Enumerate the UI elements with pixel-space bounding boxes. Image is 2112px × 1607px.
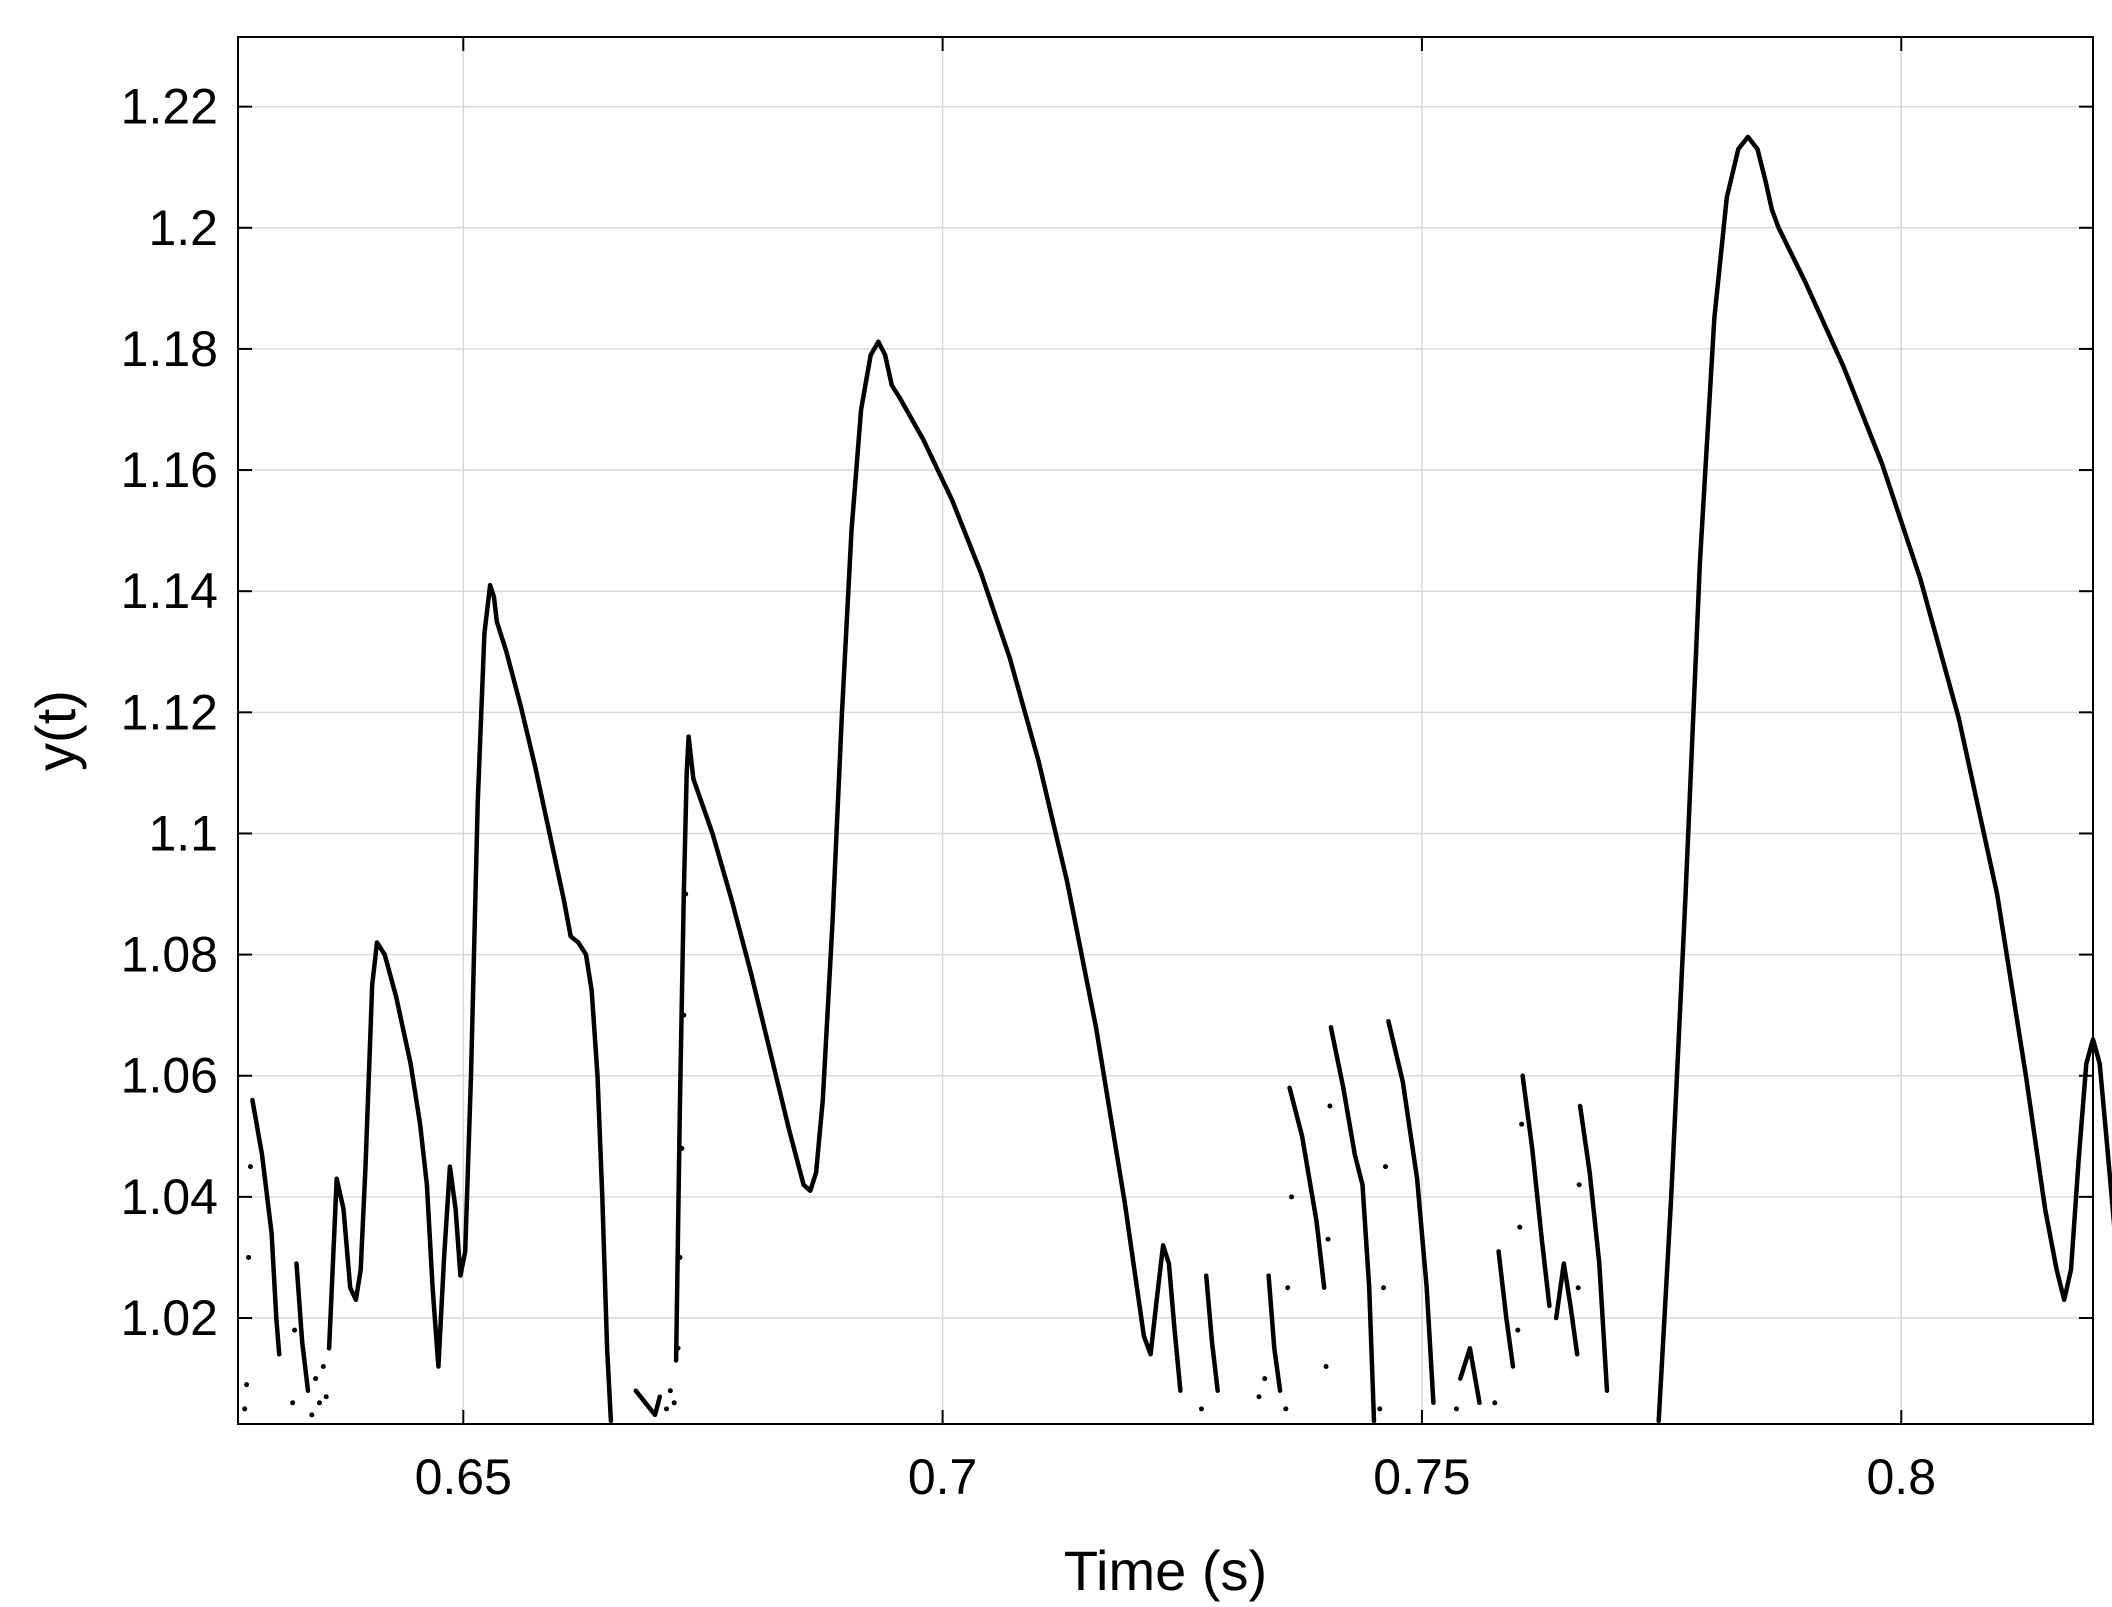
data-point xyxy=(1381,1285,1387,1291)
y-tick-label: 1.12 xyxy=(121,684,218,740)
y-tick-label: 1.18 xyxy=(121,321,218,377)
data-point xyxy=(320,1363,326,1369)
data-point xyxy=(1377,1406,1383,1412)
data-point xyxy=(309,1412,315,1418)
x-tick-label: 0.75 xyxy=(1373,1449,1470,1505)
data-point xyxy=(675,1345,681,1351)
y-tick-label: 1.06 xyxy=(121,1048,218,1104)
data-point xyxy=(1575,1285,1581,1291)
data-point xyxy=(1519,1121,1525,1127)
y-tick-label: 1.22 xyxy=(121,79,218,135)
y-tick-label: 1.04 xyxy=(121,1169,218,1225)
data-point xyxy=(1576,1182,1582,1188)
data-point xyxy=(1262,1376,1268,1382)
data-point xyxy=(1285,1285,1291,1291)
series-line-segment xyxy=(633,1388,663,1418)
data-point xyxy=(679,1145,685,1151)
y-tick-label: 1.2 xyxy=(148,200,218,256)
data-point xyxy=(290,1400,296,1406)
grid xyxy=(238,37,2093,1424)
y-tick-label: 1.14 xyxy=(121,563,218,619)
data-point xyxy=(292,1327,298,1333)
series-line-segment xyxy=(1328,1025,1377,1424)
series-line-segment xyxy=(1520,1073,1552,1309)
data-point xyxy=(1198,1406,1204,1412)
series-line-segment xyxy=(673,339,1183,1393)
series-line-segment xyxy=(294,1261,311,1393)
data-point xyxy=(316,1400,322,1406)
data-point xyxy=(664,1406,670,1412)
series-line-segment xyxy=(1496,1249,1516,1369)
series-line-segment xyxy=(1656,134,2112,1424)
data-point xyxy=(681,1012,687,1018)
x-axis-label: Time (s) xyxy=(1064,1539,1267,1602)
data-point xyxy=(246,1254,252,1260)
x-tick-label: 0.8 xyxy=(1867,1449,1937,1505)
y-axis-ticks: 1.02 1.04 1.06 1.08 1.1 1.12 1.14 1.16 1.18 1.2 1.… xyxy=(121,79,2093,1346)
series-line-segment xyxy=(250,1097,282,1357)
series-line-segment xyxy=(1577,1103,1610,1393)
series-line-segment xyxy=(1553,1261,1580,1357)
y-axis-label: y(t) xyxy=(24,690,87,771)
data-point xyxy=(313,1376,319,1382)
data-point xyxy=(1515,1327,1521,1333)
data-point xyxy=(1492,1400,1498,1406)
data-point xyxy=(1283,1406,1289,1412)
data-point xyxy=(1383,1164,1389,1170)
data-point xyxy=(244,1382,250,1388)
data-point xyxy=(242,1406,248,1412)
y-tick-label: 1.1 xyxy=(148,805,218,861)
series-line-segment xyxy=(1386,1018,1436,1406)
x-axis-ticks: 0.65 0.7 0.75 0.8 xyxy=(415,37,1936,1505)
scatter-layer xyxy=(242,891,1582,1418)
y-tick-label: 1.16 xyxy=(121,442,218,498)
series-line-segment xyxy=(1458,1346,1482,1406)
series-layer xyxy=(250,134,2112,1424)
series-line-segment xyxy=(326,582,614,1424)
data-point xyxy=(667,1388,673,1394)
data-point xyxy=(683,891,689,897)
data-point xyxy=(1323,1363,1329,1369)
data-point xyxy=(1517,1224,1523,1230)
data-point xyxy=(323,1394,329,1400)
y-tick-label: 1.02 xyxy=(121,1290,218,1346)
data-point xyxy=(247,1164,253,1170)
data-point xyxy=(677,1254,683,1260)
series-line-segment xyxy=(1266,1273,1283,1393)
series-line-segment xyxy=(1203,1273,1220,1393)
data-point xyxy=(1289,1194,1295,1200)
series-line-segment xyxy=(1287,1085,1327,1290)
data-point xyxy=(1256,1394,1262,1400)
data-point xyxy=(1453,1406,1459,1412)
x-tick-label: 0.7 xyxy=(908,1449,978,1505)
data-point xyxy=(671,1400,677,1406)
data-point xyxy=(1325,1236,1331,1242)
plot-frame xyxy=(237,36,2094,1425)
y-tick-label: 1.08 xyxy=(121,927,218,983)
data-point xyxy=(1327,1103,1333,1109)
x-tick-label: 0.65 xyxy=(415,1449,512,1505)
